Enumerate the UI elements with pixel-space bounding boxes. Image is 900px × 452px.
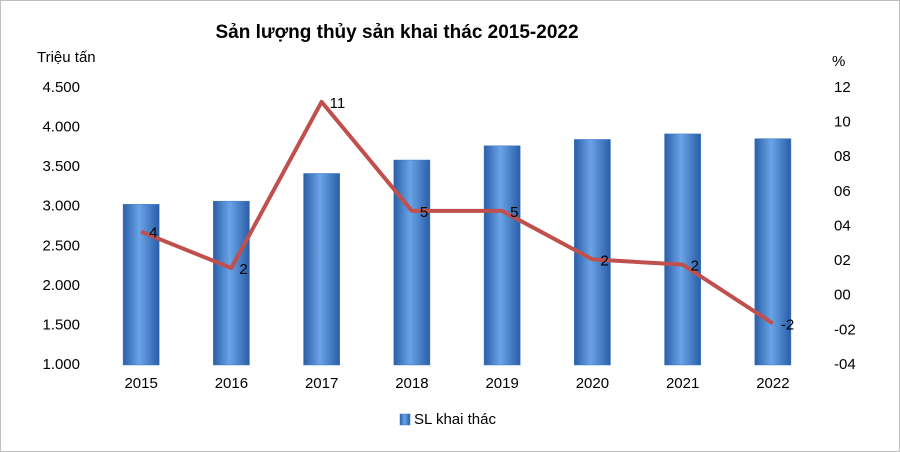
data-label: 5	[420, 204, 428, 221]
bar	[754, 138, 792, 366]
y2-axis-label: %	[832, 53, 845, 70]
y-tick-label: 3.000	[42, 198, 80, 215]
y2-tick-label: 08	[834, 148, 851, 165]
y2-tick-label: 12	[834, 79, 851, 96]
legend-swatch	[399, 413, 411, 426]
bar	[483, 145, 521, 366]
y2-tick-label: 04	[834, 217, 851, 234]
x-tick-label: 2019	[485, 375, 518, 392]
data-label: 2	[239, 261, 247, 278]
y-tick-label: 2.500	[42, 237, 80, 254]
data-label: 2	[600, 252, 608, 269]
bar	[664, 133, 701, 366]
y-tick-label: 1.500	[42, 316, 80, 333]
data-label: 2	[691, 258, 699, 275]
x-tick-label: 2018	[395, 375, 428, 392]
x-tick-label: 2021	[666, 375, 699, 392]
data-label: -2	[781, 316, 794, 333]
chart-title: Sản lượng thủy sản khai thác 2015-2022	[215, 22, 578, 43]
y2-tick-label: 00	[834, 287, 851, 304]
bar	[393, 159, 431, 366]
y2-tick-label: -02	[834, 321, 856, 338]
bar	[213, 200, 250, 366]
bar	[122, 204, 160, 366]
x-tick-label: 2020	[576, 375, 609, 392]
x-tick-label: 2015	[124, 375, 157, 392]
data-label: 4	[149, 225, 157, 242]
x-tick-label: 2016	[215, 375, 248, 392]
y-tick-label: 4.500	[42, 79, 80, 96]
y-tick-label: 1.000	[42, 356, 80, 373]
y2-tick-label: 06	[834, 183, 851, 200]
line	[140, 99, 774, 326]
data-label: 5	[510, 204, 518, 221]
y-tick-label: 2.000	[42, 277, 80, 294]
y-tick-label: 4.000	[42, 119, 80, 136]
y-tick-label: 3.500	[42, 158, 80, 175]
y2-tick-label: -04	[834, 356, 856, 373]
y2-tick-label: 02	[834, 252, 851, 269]
y2-tick-label: 10	[834, 114, 851, 131]
bar	[303, 173, 340, 366]
y-axis-label: Triệu tấn	[37, 49, 96, 66]
x-tick-label: 2022	[756, 375, 789, 392]
data-label: 11	[330, 95, 346, 112]
legend-label: SL khai thác	[414, 411, 496, 428]
x-tick-label: 2017	[305, 375, 338, 392]
